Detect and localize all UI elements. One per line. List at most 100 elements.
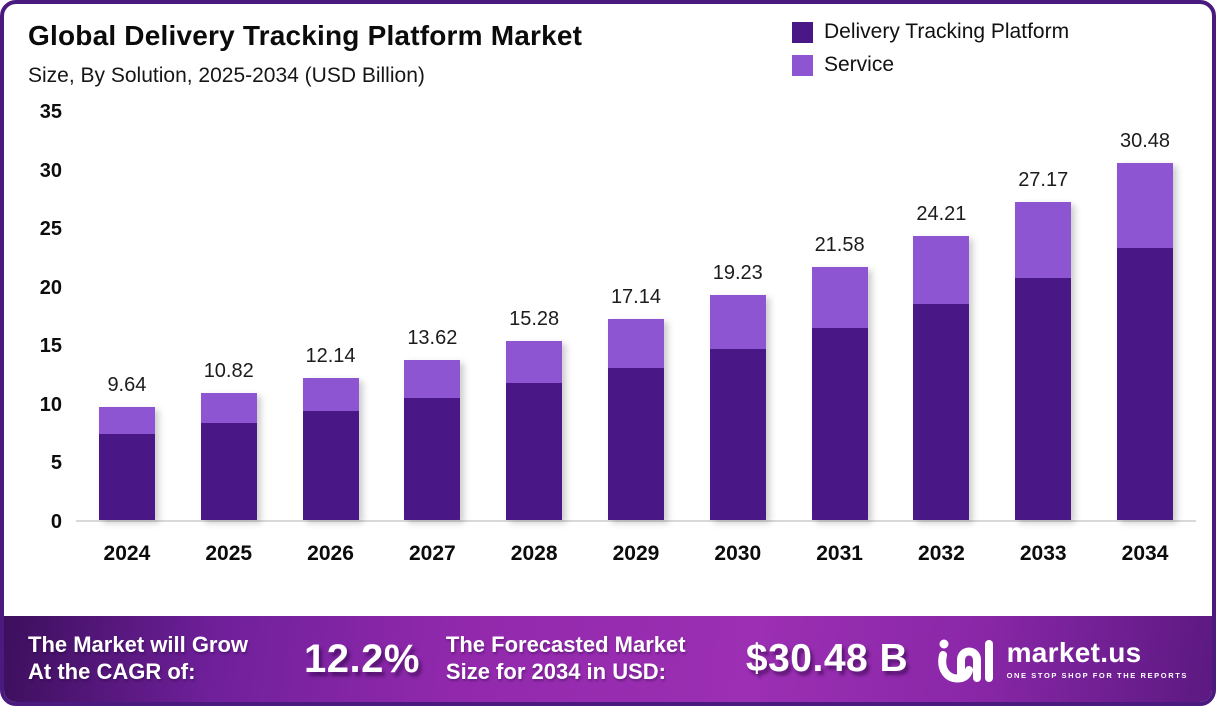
chart-subtitle: Size, By Solution, 2025-2034 (USD Billio… [28, 64, 425, 87]
bar-total-label-2026: 12.14 [305, 344, 356, 367]
x-label-2030: 2030 [714, 542, 762, 565]
bar-total-label-2024: 9.64 [107, 374, 147, 397]
x-label-2026: 2026 [307, 542, 354, 565]
bar-2032-service [913, 236, 970, 305]
bar-total-label-2032: 24.21 [916, 203, 967, 226]
x-label-2028: 2028 [510, 542, 558, 565]
forecast-value: $30.48 B [745, 637, 909, 680]
bar-2025-service [200, 393, 257, 423]
x-label-2031: 2031 [816, 542, 863, 565]
y-tick-25: 25 [39, 218, 62, 241]
logo-name: market.us [1006, 636, 1142, 668]
bar-2034-platform [1117, 248, 1174, 520]
legend-swatch-service [792, 54, 813, 76]
bar-2029-platform [607, 367, 664, 520]
bar-2032-platform [913, 304, 970, 520]
bar-2033-service [1015, 201, 1072, 279]
marketus-logo-mark [937, 639, 993, 683]
bar-2026-service [302, 377, 359, 412]
bar-group-2034: 30.48 [1117, 112, 1174, 520]
bar-stack-2034 [1117, 162, 1174, 520]
footer-banner: The Market will Grow At the CAGR of: 12.… [4, 616, 1212, 702]
plot-area: 9.64 10.82 12.14 13.62 15.28 17.14 19.23 21.58 2… [76, 112, 1196, 522]
bar-2031-service [811, 267, 868, 329]
chart-header: Global Delivery Tracking Platform Market… [4, 4, 1212, 88]
bar-2034-service [1117, 162, 1174, 248]
y-tick-35: 35 [39, 101, 62, 123]
legend-swatch-platform [792, 21, 813, 43]
bar-stack-2028 [506, 341, 563, 520]
bar-2029-service [607, 319, 664, 368]
x-label-2025: 2025 [205, 542, 253, 565]
legend-item-platform: Delivery Tracking Platform [792, 20, 1069, 44]
bar-stack-2032 [913, 236, 970, 520]
legend-label-platform: Delivery Tracking Platform [824, 20, 1070, 43]
bar-group-2026: 12.14 [302, 112, 359, 520]
forecast-label: The Forecasted Market Size for 2034 in U… [446, 632, 746, 686]
bar-2024-service [98, 407, 155, 434]
bar-2030-service [709, 294, 766, 349]
bar-total-label-2028: 15.28 [509, 308, 560, 331]
forecast-label-line1: The Forecasted Market [445, 632, 686, 658]
bar-2028-platform [506, 383, 563, 520]
bar-stack-2029 [607, 319, 664, 520]
marketus-logo-text: market.us ONE STOP SHOP FOR THE REPORTS [1006, 636, 1188, 680]
x-label-2024: 2024 [103, 542, 151, 565]
marketus-logo: market.us ONE STOP SHOP FOR THE REPORTS [937, 635, 1188, 683]
bar-stack-2030 [709, 294, 766, 520]
bar-total-label-2025: 10.82 [203, 360, 254, 383]
bar-stack-2031 [811, 267, 868, 520]
y-tick-30: 30 [39, 159, 62, 182]
cagr-label-line2: At the CAGR of: [28, 659, 196, 684]
bar-group-2027: 13.62 [404, 112, 461, 520]
bar-total-label-2033: 27.17 [1018, 168, 1069, 191]
x-label-2027: 2027 [408, 542, 456, 565]
legend-label-service: Service [824, 53, 895, 76]
bar-total-label-2027: 13.62 [407, 327, 458, 350]
bar-2024-platform [98, 433, 155, 520]
bar-stack-2024 [98, 407, 155, 520]
bar-2025-platform [200, 422, 257, 520]
y-tick-15: 15 [39, 335, 62, 358]
bar-2033-platform [1015, 278, 1072, 520]
bar-2030-platform [709, 348, 766, 520]
bar-group-2028: 15.28 [506, 112, 563, 520]
bar-stack-2027 [404, 360, 461, 520]
y-tick-0: 0 [50, 511, 62, 533]
x-label-2034: 2034 [1121, 542, 1169, 565]
chart-legend: Delivery Tracking Platform Service [792, 20, 1069, 77]
bar-group-2024: 9.64 [98, 112, 155, 520]
bar-2026-platform [302, 411, 359, 520]
bar-stack-2033 [1015, 201, 1072, 520]
forecast-label-line2: Size for 2034 in USD: [445, 659, 666, 684]
x-axis-labels: 2024 2025 2026 2027 2028 2029 2030 2031 2032 2033… [76, 542, 1196, 566]
y-tick-20: 20 [39, 276, 62, 299]
bar-total-label-2030: 19.23 [712, 261, 763, 284]
bar-stack-2025 [200, 393, 257, 520]
cagr-value: 12.2% [304, 636, 420, 681]
x-label-2033: 2033 [1019, 542, 1067, 565]
y-tick-5: 5 [50, 452, 62, 475]
page-title: Global Delivery Tracking Platform Market [28, 20, 583, 51]
bar-stack-2026 [302, 377, 359, 520]
x-label-2032: 2032 [918, 542, 965, 565]
bar-group-2029: 17.14 [607, 112, 664, 520]
bar-2031-platform [811, 328, 868, 520]
bar-2027-platform [404, 397, 461, 520]
x-label-2029: 2029 [612, 542, 660, 565]
bar-group-2031: 21.58 [811, 112, 868, 520]
bar-group-2030: 19.23 [709, 112, 766, 520]
y-tick-10: 10 [39, 393, 62, 416]
bar-group-2025: 10.82 [200, 112, 257, 520]
cagr-label-line1: The Market will Grow [28, 632, 249, 658]
legend-item-service: Service [792, 53, 1069, 77]
logo-tagline: ONE STOP SHOP FOR THE REPORTS [1006, 670, 1188, 680]
bar-total-label-2029: 17.14 [610, 286, 661, 309]
bar-group-2032: 24.21 [913, 112, 970, 520]
bar-chart: 35 30 25 20 15 10 5 0 9.64 10.82 12.14 13.62 15.28 1… [4, 94, 1212, 616]
bar-2028-service [506, 341, 563, 384]
bar-2027-service [404, 360, 461, 398]
bar-total-label-2031: 21.58 [814, 234, 865, 257]
cagr-label: The Market will Grow At the CAGR of: [28, 632, 304, 686]
